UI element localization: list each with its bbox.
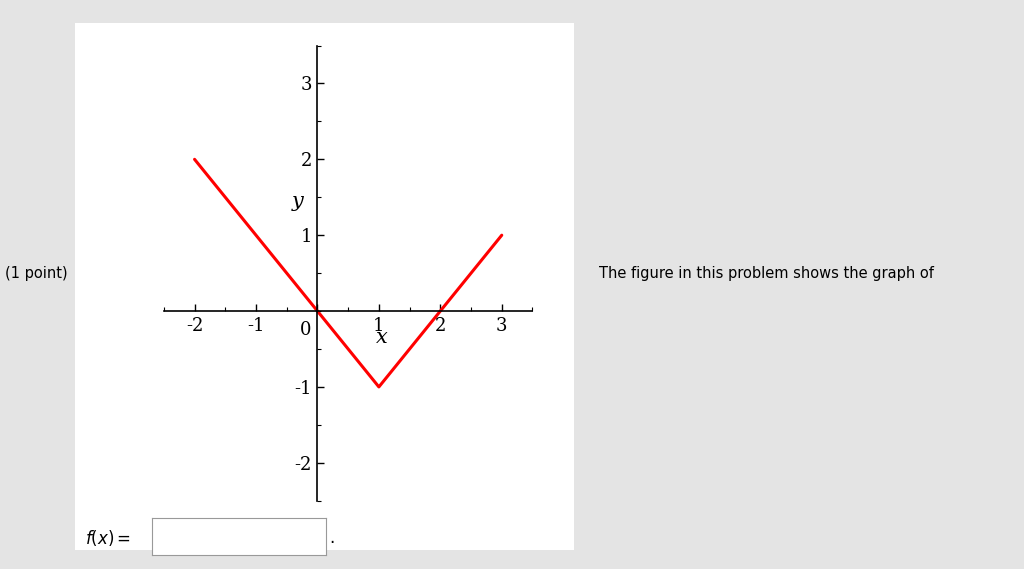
Text: y: y: [292, 192, 304, 211]
Text: .: .: [330, 529, 335, 547]
Text: x: x: [376, 328, 388, 347]
Text: The figure in this problem shows the graph of: The figure in this problem shows the gra…: [599, 266, 934, 281]
Text: $f(x) =$: $f(x) =$: [85, 527, 131, 548]
Text: (1 point): (1 point): [5, 266, 68, 281]
Text: 0: 0: [300, 321, 311, 339]
